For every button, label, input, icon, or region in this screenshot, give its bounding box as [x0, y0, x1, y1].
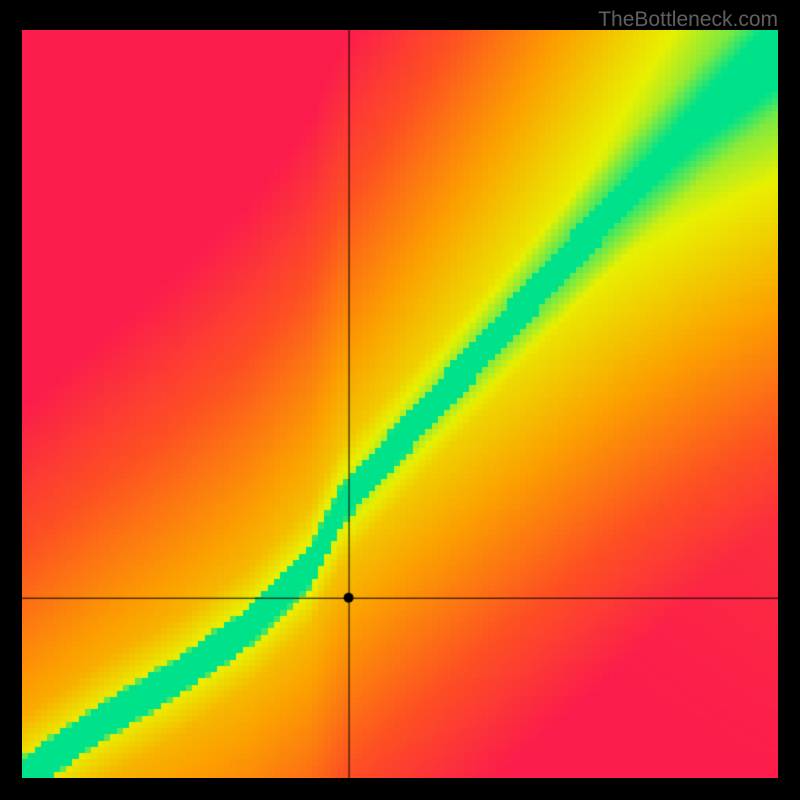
- plot-area: [22, 30, 778, 778]
- watermark-text: TheBottleneck.com: [598, 8, 778, 32]
- chart-container: TheBottleneck.com: [0, 0, 800, 800]
- heatmap-canvas: [22, 30, 778, 778]
